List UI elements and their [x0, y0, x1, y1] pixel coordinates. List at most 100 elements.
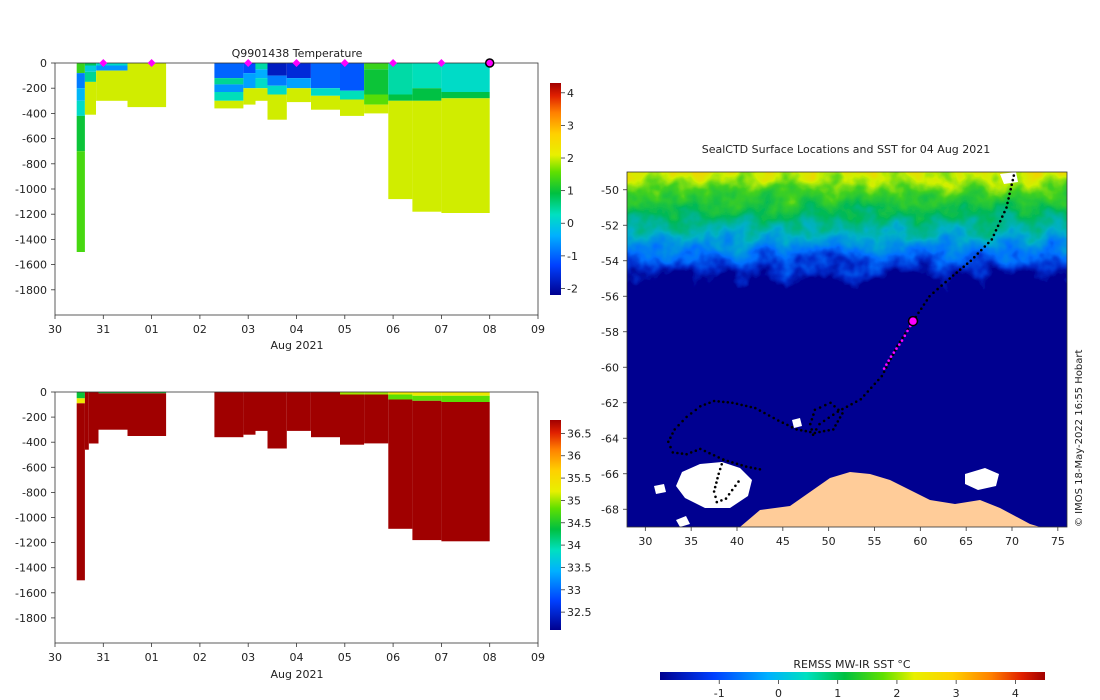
- latest-profile-marker: [484, 58, 495, 68]
- temperature-section-cell: [311, 95, 340, 110]
- temperature-x-tick-label: 01: [145, 323, 159, 336]
- track-dot: [813, 408, 817, 412]
- salinity-section-cells: [76, 392, 490, 581]
- track-dot: [749, 466, 753, 469]
- temperature-x-tick-label: 05: [338, 323, 352, 336]
- track-dot: [731, 401, 734, 405]
- track-dot: [740, 463, 743, 467]
- salinity-section-cell: [267, 392, 287, 449]
- track-dot: [740, 403, 743, 407]
- latitude-tick-label: -52: [601, 219, 619, 232]
- temperature-section-cell: [255, 63, 268, 70]
- track-dot: [685, 452, 688, 456]
- track-dot: [903, 332, 907, 335]
- temperature-section-cell: [255, 88, 268, 101]
- temperature-section-cell: [96, 65, 128, 71]
- temperature-section-cell: [286, 88, 311, 103]
- sst-colorbar-tick-label: 3: [953, 687, 960, 700]
- track-dot: [841, 412, 844, 415]
- temperature-y-tick-label: -1800: [15, 284, 47, 297]
- track-dot: [744, 465, 748, 468]
- sst-colorbar-tick-label: -1: [714, 687, 725, 700]
- temperature-title: Q9901438 Temperature: [232, 47, 363, 60]
- track-dot: [689, 412, 693, 415]
- track-dot: [685, 415, 688, 419]
- temperature-colorbar-tick-label: 3: [567, 119, 574, 132]
- track-dot: [1008, 192, 1011, 196]
- track-dot: [703, 449, 707, 453]
- track-dot: [887, 361, 890, 365]
- salinity-section-cell: [364, 392, 389, 395]
- temperature-section-cell: [76, 63, 85, 74]
- latitude-tick-label: -56: [601, 290, 619, 303]
- salinity-section-cell: [76, 398, 85, 404]
- track-dot: [928, 295, 931, 298]
- temperature-colorbar-ticks: 4 3 2 1 0 -1 -2: [561, 87, 578, 295]
- temperature-section-cell: [340, 63, 365, 91]
- latitude-tick-label: -58: [601, 326, 619, 339]
- sst-field: [627, 172, 1067, 527]
- track-dot: [669, 445, 672, 449]
- track-dot: [827, 416, 830, 420]
- salinity-section-cell: [98, 393, 128, 430]
- track-dot: [720, 499, 723, 502]
- track-dot: [810, 428, 813, 431]
- temperature-x-tick-label: 31: [96, 323, 110, 336]
- track-dot: [824, 403, 827, 407]
- temperature-section-cell: [127, 63, 167, 108]
- track-dot: [880, 374, 884, 378]
- longitude-tick-label: 65: [959, 535, 973, 548]
- salinity-colorbar-ticks: 36.5 36 35.5 35 34.5 34 33.5 33 32.5: [561, 427, 592, 619]
- track-dot: [922, 303, 926, 306]
- temperature-section-cell: [388, 100, 413, 200]
- track-dot: [680, 452, 684, 455]
- temperature-section-cell: [441, 63, 490, 92]
- track-dot: [813, 431, 817, 435]
- track-dot: [737, 480, 740, 483]
- track-dot: [976, 252, 980, 255]
- longitude-tick-label: 75: [1051, 535, 1065, 548]
- seal-track: [667, 174, 1016, 504]
- track-dot: [809, 430, 812, 434]
- track-dot: [996, 224, 1000, 228]
- salinity-colorbar-tick-label: 35: [567, 494, 581, 507]
- track-dot: [717, 472, 720, 476]
- track-dot: [1007, 197, 1010, 200]
- temperature-x-tick-label: 04: [290, 323, 304, 336]
- sst-colorbar-tick-label: 4: [1012, 687, 1019, 700]
- temperature-x-tick-label: 08: [483, 323, 497, 336]
- track-dot: [712, 490, 716, 493]
- track-dot: [980, 248, 983, 252]
- salinity-y-tick-label: 0: [40, 386, 47, 399]
- temperature-y-tick-label: -600: [22, 133, 47, 146]
- latitude-tick-label: -66: [601, 468, 619, 481]
- salinity-section-cell: [311, 392, 340, 438]
- track-dot: [681, 419, 684, 423]
- temperature-section-cell: [84, 71, 96, 82]
- latitude-tick-label: -54: [601, 255, 619, 268]
- salinity-section-cell: [98, 392, 128, 394]
- track-dot: [832, 413, 835, 417]
- salinity-y-tick-label: -600: [22, 461, 47, 474]
- track-dot: [992, 233, 996, 237]
- sst-map-frame: [626, 171, 1068, 528]
- track-dot: [804, 429, 808, 433]
- track-dot: [799, 429, 803, 432]
- ice-shelf-west: [676, 462, 752, 508]
- track-dot: [920, 307, 923, 311]
- surface-marker: [244, 59, 253, 67]
- track-dot: [859, 397, 863, 401]
- latitude-tick-label: -50: [601, 184, 619, 197]
- track-dot: [854, 400, 858, 404]
- track-dot: [754, 467, 757, 470]
- longitude-tick-label: 50: [822, 535, 836, 548]
- temperature-section-cell: [76, 115, 85, 152]
- track-dot: [901, 336, 904, 340]
- temperature-section-cell: [243, 73, 256, 89]
- track-dot: [689, 451, 693, 454]
- salinity-colorbar-tick-label: 33: [567, 584, 581, 597]
- latitude-tick-label: -62: [601, 397, 619, 410]
- recent-track-dot: [892, 351, 896, 354]
- track-dot: [763, 411, 766, 415]
